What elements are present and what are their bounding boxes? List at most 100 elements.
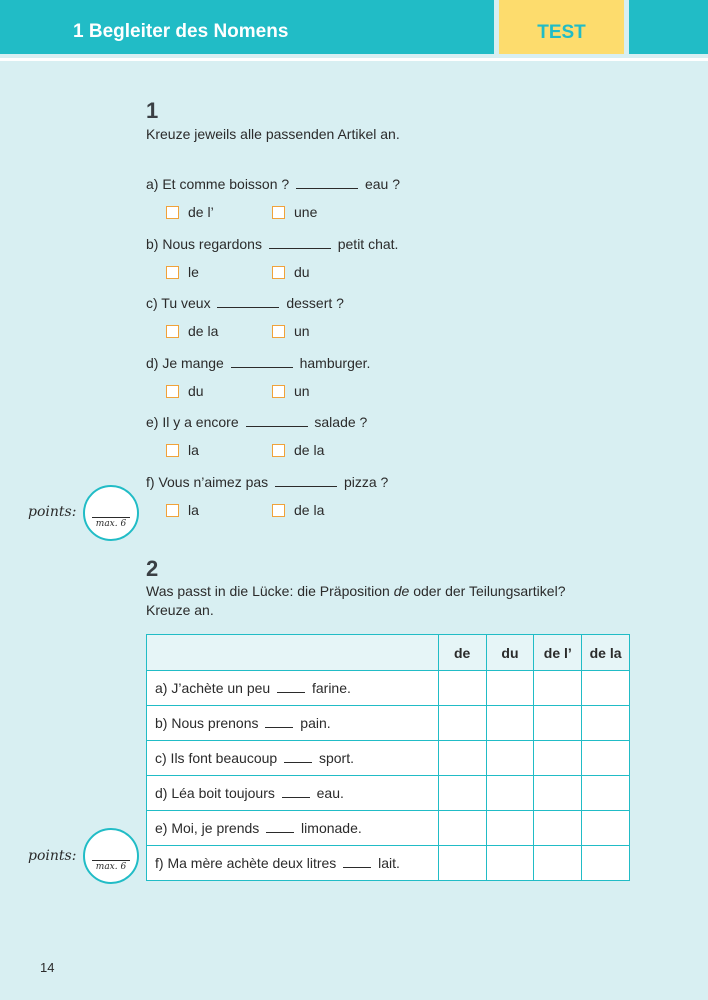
- exercise-1-instruction: Kreuze jeweils alle passenden Artikel an…: [146, 126, 400, 142]
- answer-cell[interactable]: [581, 845, 630, 881]
- row-sentence: d) Léa boit toujours eau.: [146, 775, 439, 811]
- answer-blank[interactable]: [296, 177, 359, 189]
- answer-blank[interactable]: [230, 356, 293, 368]
- option-d-1[interactable]: du: [166, 383, 204, 399]
- checkbox[interactable]: [272, 503, 285, 517]
- answer-cell[interactable]: [485, 775, 535, 811]
- checkbox[interactable]: [166, 384, 179, 398]
- score-circle-1[interactable]: max. 6: [83, 485, 139, 541]
- answer-cell[interactable]: [437, 775, 487, 811]
- option-c-1[interactable]: de la: [166, 323, 218, 339]
- answer-cell[interactable]: [437, 810, 487, 846]
- answer-cell[interactable]: [437, 705, 487, 741]
- answer-cell[interactable]: [581, 775, 630, 811]
- answer-blank: [277, 681, 306, 693]
- checkbox[interactable]: [272, 384, 285, 398]
- option-e-1[interactable]: la: [166, 442, 199, 458]
- column-header: de l’: [533, 634, 583, 671]
- answer-cell[interactable]: [485, 705, 535, 741]
- column-header: du: [485, 634, 535, 671]
- answer-cell[interactable]: [581, 705, 630, 741]
- answer-blank[interactable]: [268, 237, 331, 249]
- answer-blank[interactable]: [245, 415, 308, 427]
- chapter-title: 1 Begleiter des Nomens: [73, 21, 289, 42]
- option-b-2[interactable]: du: [272, 264, 310, 280]
- option-a-1[interactable]: de l’: [166, 204, 214, 220]
- question-c: c) Tu veux dessert ?: [146, 295, 344, 311]
- answer-blank[interactable]: [217, 296, 280, 308]
- table-row: e) Moi, je prends limonade.: [146, 810, 630, 846]
- header-bar: 1 Begleiter des Nomens: [0, 0, 494, 54]
- answer-cell[interactable]: [533, 705, 583, 741]
- answer-blank: [343, 856, 372, 868]
- table-header-blank: [146, 634, 439, 671]
- page-header: 1 Begleiter des Nomens TEST: [0, 0, 708, 54]
- checkbox[interactable]: [166, 206, 179, 219]
- score-circle-2[interactable]: max. 6: [83, 828, 139, 884]
- row-sentence: b) Nous prenons pain.: [146, 705, 439, 741]
- checkbox[interactable]: [272, 444, 285, 457]
- answer-blank: [284, 751, 313, 763]
- table-row: b) Nous prenons pain.: [146, 705, 630, 741]
- answer-cell[interactable]: [437, 845, 487, 881]
- answer-table: de du de l’ de la a) J’achète un peu far…: [146, 634, 630, 881]
- answer-cell[interactable]: [485, 740, 535, 776]
- checkbox[interactable]: [166, 265, 179, 279]
- answer-cell[interactable]: [581, 810, 630, 846]
- option-f-1[interactable]: la: [166, 502, 199, 518]
- question-a: a) Et comme boisson ? eau ?: [146, 176, 400, 192]
- column-header: de la: [581, 634, 630, 671]
- max-score-label-1: max. 6: [95, 519, 127, 529]
- question-e: e) Il y a encore salade ?: [146, 414, 368, 430]
- answer-cell[interactable]: [485, 845, 535, 881]
- answer-cell[interactable]: [533, 810, 583, 846]
- answer-blank: [281, 786, 310, 798]
- checkbox[interactable]: [272, 265, 285, 279]
- checkbox[interactable]: [272, 325, 285, 338]
- answer-cell[interactable]: [533, 740, 583, 776]
- answer-blank: [266, 821, 295, 833]
- option-c-2[interactable]: un: [272, 323, 310, 339]
- answer-cell[interactable]: [485, 670, 535, 706]
- option-a-2[interactable]: une: [272, 204, 317, 220]
- answer-blank: [265, 716, 294, 728]
- exercise-1-number: 1: [146, 98, 159, 123]
- answer-cell[interactable]: [485, 810, 535, 846]
- table-row: f) Ma mère achète deux litres lait.: [146, 845, 630, 881]
- max-score-label-2: max. 6: [95, 862, 127, 872]
- table-row: c) Ils font beaucoup sport.: [146, 740, 630, 776]
- question-b: b) Nous regardons petit chat.: [146, 235, 399, 252]
- header-divider: [0, 58, 708, 61]
- test-tag: TEST: [499, 0, 624, 54]
- option-d-2[interactable]: un: [272, 383, 310, 399]
- table-row: d) Léa boit toujours eau.: [146, 775, 630, 811]
- answer-cell[interactable]: [533, 670, 583, 706]
- answer-cell[interactable]: [581, 740, 630, 776]
- test-tag-label: TEST: [537, 22, 586, 43]
- option-f-2[interactable]: de la: [272, 502, 324, 518]
- answer-cell[interactable]: [437, 670, 487, 706]
- exercise-2-instruction-line2: Kreuze an.: [146, 602, 214, 618]
- row-sentence: f) Ma mère achète deux litres lait.: [146, 845, 439, 881]
- question-d: d) Je mange hamburger.: [146, 354, 371, 371]
- option-e-2[interactable]: de la: [272, 442, 324, 458]
- option-b-1[interactable]: le: [166, 264, 199, 280]
- checkbox[interactable]: [166, 503, 179, 517]
- exercise-2-instruction: Was passt in die Lücke: die Präposition …: [146, 583, 566, 599]
- row-sentence: e) Moi, je prends limonade.: [146, 810, 439, 846]
- checkbox[interactable]: [272, 206, 285, 219]
- header-bar-end: [629, 0, 708, 54]
- checkbox[interactable]: [166, 325, 179, 338]
- table-row: a) J’achète un peu farine.: [146, 670, 630, 706]
- answer-cell[interactable]: [533, 845, 583, 881]
- exercise-2-number: 2: [146, 556, 159, 581]
- column-header: de: [437, 634, 487, 671]
- answer-blank[interactable]: [275, 475, 338, 487]
- row-sentence: a) J’achète un peu farine.: [146, 670, 439, 706]
- answer-cell[interactable]: [533, 775, 583, 811]
- points-label-2: points:: [28, 848, 77, 864]
- checkbox[interactable]: [166, 444, 179, 457]
- answer-cell[interactable]: [581, 670, 630, 706]
- row-sentence: c) Ils font beaucoup sport.: [146, 740, 439, 776]
- answer-cell[interactable]: [437, 740, 487, 776]
